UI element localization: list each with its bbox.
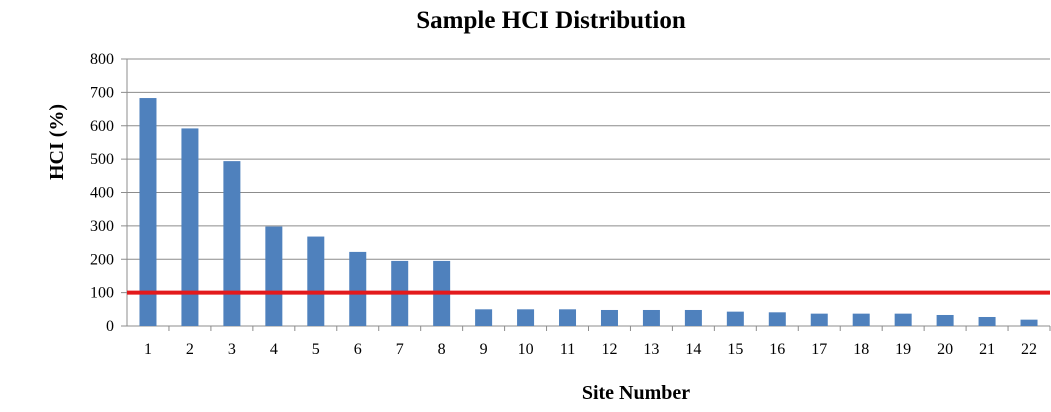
x-tick-label: 2 bbox=[186, 341, 194, 358]
x-tick-label: 13 bbox=[643, 341, 659, 358]
bars bbox=[139, 98, 1038, 326]
x-tick-label: 1 bbox=[144, 341, 152, 358]
x-tick-label: 16 bbox=[769, 341, 785, 358]
bar bbox=[600, 309, 618, 326]
y-tick-label: 500 bbox=[90, 151, 114, 168]
x-tick-label: 8 bbox=[438, 341, 446, 358]
y-tick-label: 800 bbox=[90, 51, 114, 68]
bar bbox=[852, 313, 870, 326]
y-tick-label: 700 bbox=[90, 84, 114, 101]
bar bbox=[768, 312, 786, 326]
bar bbox=[978, 316, 996, 326]
bar bbox=[726, 311, 744, 326]
x-axis-title: Site Number bbox=[582, 382, 690, 404]
bar bbox=[642, 309, 660, 326]
y-tick-label: 100 bbox=[90, 285, 114, 302]
x-tick-label: 11 bbox=[560, 341, 575, 358]
bar bbox=[1020, 319, 1038, 326]
y-axis-title: HCI (%) bbox=[46, 104, 68, 180]
x-tick-label: 22 bbox=[1021, 341, 1037, 358]
x-tick-label: 21 bbox=[979, 341, 995, 358]
x-tick-label: 17 bbox=[811, 341, 827, 358]
x-tick-label: 14 bbox=[685, 341, 701, 358]
x-tick-label: 20 bbox=[937, 341, 953, 358]
bar bbox=[307, 236, 325, 326]
y-tick-labels: 0 100 200 300 400 500 600 700 800 bbox=[90, 51, 114, 335]
x-tick-label: 5 bbox=[312, 341, 320, 358]
bar bbox=[349, 251, 367, 326]
y-tick-label: 200 bbox=[90, 251, 114, 268]
y-tick-label: 600 bbox=[90, 118, 114, 135]
bar bbox=[894, 313, 912, 326]
x-tick-labels: 1 2 3 4 5 6 7 8 9 10 11 12 13 14 15 16 17 18 19 20 21 22 bbox=[144, 341, 1037, 358]
bar bbox=[139, 98, 157, 326]
x-tick-label: 10 bbox=[518, 341, 534, 358]
bar bbox=[181, 128, 199, 326]
y-tick-label: 300 bbox=[90, 218, 114, 235]
x-tick-label: 19 bbox=[895, 341, 911, 358]
y-tick-label: 0 bbox=[106, 318, 114, 335]
bar bbox=[475, 309, 493, 326]
x-tick-label: 18 bbox=[853, 341, 869, 358]
bar bbox=[265, 226, 283, 326]
x-tick-label: 3 bbox=[228, 341, 236, 358]
y-tick-label: 400 bbox=[90, 185, 114, 202]
x-tick-label: 7 bbox=[396, 341, 404, 358]
gridlines bbox=[121, 58, 1051, 331]
bar bbox=[684, 309, 702, 326]
bar bbox=[517, 309, 535, 326]
x-tick-label: 4 bbox=[270, 341, 278, 358]
bar bbox=[936, 314, 954, 326]
x-tick-label: 12 bbox=[601, 341, 617, 358]
x-tick-label: 15 bbox=[727, 341, 743, 358]
bar bbox=[810, 313, 828, 326]
x-tick-label: 9 bbox=[480, 341, 488, 358]
chart-title: Sample HCI Distribution bbox=[416, 7, 686, 34]
x-tick-label: 6 bbox=[354, 341, 362, 358]
bar bbox=[223, 161, 241, 326]
bar bbox=[559, 309, 577, 326]
